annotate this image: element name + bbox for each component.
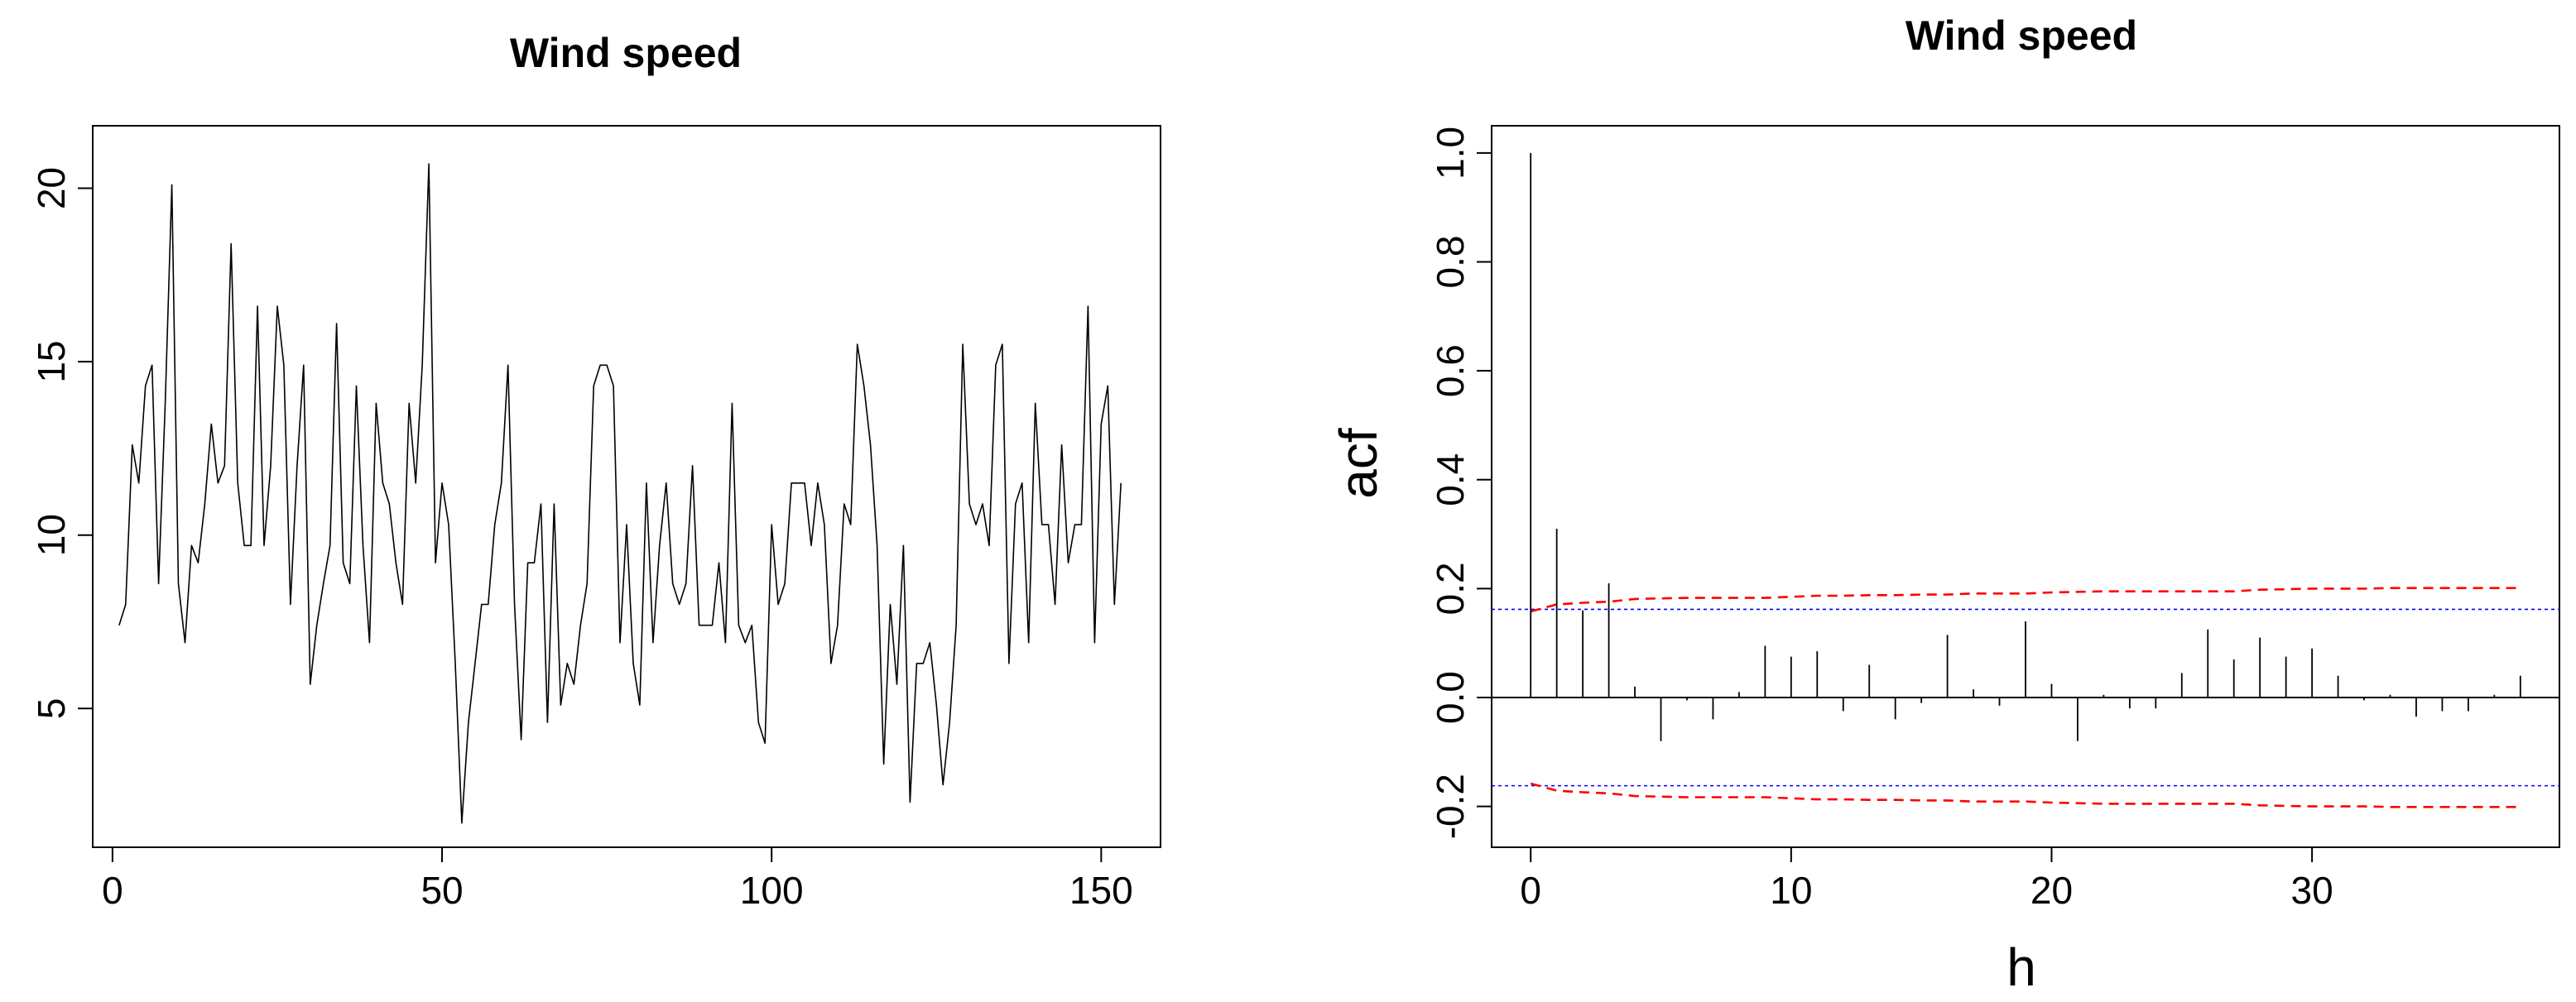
left-x-tick-label: 100 [740,869,804,912]
right-chart-title: Wind speed [1906,12,2137,59]
upper-band-line [1530,587,2521,613]
right-x-tick-label: 10 [1770,869,1812,912]
right-y-tick-label: 1.0 [1429,127,1472,180]
right-x-tick-label: 30 [2291,869,2333,912]
right-y-axis-label: acf [1329,428,1388,499]
left-x-tick-label: 150 [1069,869,1133,912]
left-x-axis: 0 50 100 150 [102,846,1133,912]
right-x-tick-label: 20 [2031,869,2073,912]
left-y-tick-label: 15 [30,340,73,382]
right-x-axis-label: h [2006,937,2036,997]
right-y-tick-label: -0.2 [1429,774,1472,839]
right-y-tick-label: 0.6 [1429,344,1472,397]
wind-speed-line [118,163,1122,824]
right-marks-group [1492,152,2559,808]
right-y-tick-label: 0.2 [1429,562,1472,615]
lower-band-line [1530,782,2521,808]
left-y-tick-label: 20 [30,167,73,209]
right-y-axis: -0.2 0.0 0.2 0.4 0.6 0.8 1.0 [1429,127,1492,839]
left-y-tick-label: 5 [30,698,73,720]
right-y-tick-label: 0.0 [1429,671,1472,724]
left-x-tick-label: 50 [421,869,463,912]
right-x-tick-label: 0 [1520,869,1541,912]
wind-speed-acf-panel: Wind speed acf h 0 10 20 30 -0.2 0.0 0.2 0.4 0.… [1329,12,2560,997]
left-y-tick-label: 10 [30,514,73,556]
left-series-group [118,163,1122,824]
right-y-tick-label: 0.8 [1429,236,1472,289]
right-plot-frame [1491,125,2560,848]
right-x-axis: 0 10 20 30 [1520,846,2333,912]
left-y-axis: 5 10 15 20 [30,167,94,720]
wind-speed-time-series-panel: Wind speed 0 50 100 150 5 10 15 20 [30,30,1161,912]
left-x-tick-label: 0 [102,869,123,912]
left-chart-title: Wind speed [510,30,742,76]
right-y-tick-label: 0.4 [1429,453,1472,506]
